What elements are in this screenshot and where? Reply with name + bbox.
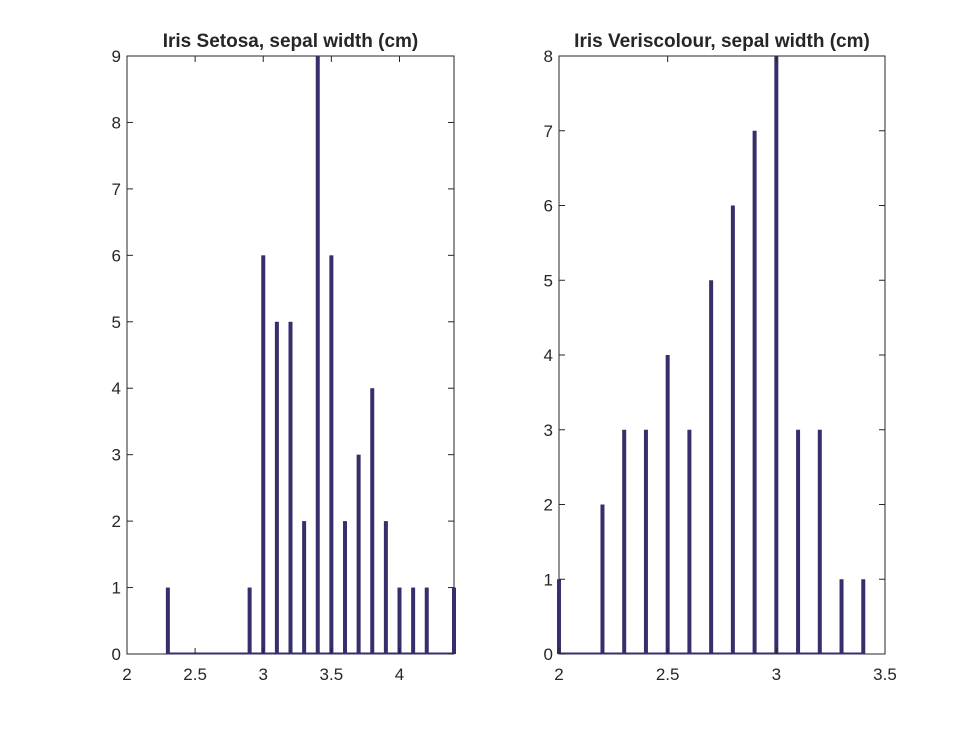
versicolour-bar (861, 579, 866, 654)
versicolour-bar (774, 56, 779, 654)
setosa-y-tick-label: 8 (112, 113, 121, 132)
setosa-y-tick-label: 1 (112, 579, 121, 598)
versicolour-bar (600, 504, 605, 654)
versicolour-bar (622, 429, 627, 654)
versicolour-y-tick-label: 7 (544, 122, 553, 141)
setosa-bar (261, 255, 266, 655)
versicolour-bar (687, 429, 692, 654)
setosa-x-tick-label: 3 (259, 665, 268, 684)
setosa-ticks: 2 2.5 3 3.5 4 0 1 2 3 4 5 6 7 8 9 (112, 47, 454, 684)
versicolour-bar (817, 429, 822, 654)
setosa-x-tick-label: 2.5 (183, 665, 207, 684)
setosa-bar (383, 521, 388, 654)
versicolour-x-tick-label: 2.5 (656, 665, 680, 684)
versicolour-y-tick-label: 3 (544, 421, 553, 440)
versicolour-bar (643, 429, 648, 654)
setosa-x-tick-label: 4 (395, 665, 404, 684)
setosa-y-tick-label: 3 (112, 446, 121, 465)
setosa-bar (397, 587, 402, 654)
setosa-bar (165, 587, 170, 654)
versicolour-bar (839, 579, 844, 654)
versicolour-y-tick-label: 1 (544, 570, 553, 589)
setosa-y-tick-label: 7 (112, 180, 121, 199)
setosa-y-tick-label: 4 (112, 379, 121, 398)
setosa-chart-panel: Iris Setosa, sepal width (cm) 2 2.5 3 3.5 4 0… (112, 31, 456, 684)
setosa-bar (424, 587, 429, 654)
versicolour-bars (557, 56, 866, 655)
versicolour-bar (796, 429, 801, 654)
versicolour-x-tick-label: 2 (554, 665, 563, 684)
setosa-bar (247, 587, 252, 654)
setosa-bar (343, 521, 347, 654)
setosa-bar (370, 388, 375, 654)
versicolour-y-tick-label: 5 (544, 271, 553, 290)
setosa-bar (315, 56, 320, 654)
versicolour-y-tick-label: 8 (544, 47, 553, 66)
versicolour-chart-panel: Iris Veriscolour, sepal width (cm) 2 2.5 3… (544, 31, 897, 684)
setosa-x-tick-label: 2 (122, 665, 131, 684)
setosa-bar (356, 454, 361, 654)
setosa-bars (165, 56, 456, 655)
versicolour-bar (752, 130, 757, 654)
setosa-y-tick-label: 5 (112, 313, 121, 332)
setosa-y-tick-label: 2 (112, 512, 121, 531)
versicolour-chart-title: Iris Veriscolour, sepal width (cm) (574, 31, 870, 52)
versicolour-y-tick-label: 6 (544, 197, 553, 216)
setosa-y-tick-label: 9 (112, 47, 121, 66)
setosa-bar (302, 521, 307, 654)
versicolour-bar (730, 205, 735, 654)
setosa-bar (452, 587, 456, 654)
versicolour-bar (709, 280, 714, 654)
versicolour-y-tick-label: 0 (544, 645, 553, 664)
versicolour-bar (557, 579, 561, 654)
versicolour-y-tick-label: 2 (544, 496, 553, 515)
setosa-x-tick-label: 3.5 (320, 665, 344, 684)
setosa-bar (329, 255, 334, 655)
setosa-bar (288, 321, 293, 654)
setosa-y-tick-label: 6 (112, 246, 121, 265)
versicolour-ticks: 2 2.5 3 3.5 0 1 2 3 4 5 6 7 8 (544, 47, 897, 684)
versicolour-x-tick-label: 3.5 (873, 665, 897, 684)
versicolour-bar (665, 355, 670, 654)
versicolour-x-tick-label: 3 (772, 665, 781, 684)
setosa-y-tick-label: 0 (112, 645, 121, 664)
setosa-bar (411, 587, 416, 654)
setosa-chart-title: Iris Setosa, sepal width (cm) (163, 31, 419, 52)
setosa-bar (274, 321, 279, 654)
versicolour-y-tick-label: 4 (544, 346, 553, 365)
